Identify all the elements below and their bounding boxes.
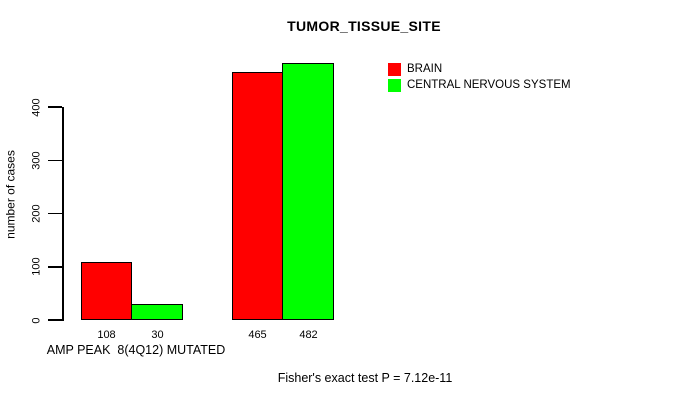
bar (81, 262, 132, 320)
bar-value-label: 30 (151, 329, 164, 341)
bar (281, 63, 334, 320)
y-axis-tick (48, 212, 62, 215)
bar (232, 72, 283, 320)
bar-value-label: 108 (97, 329, 116, 341)
chart-title: TUMOR_TISSUE_SITE (287, 18, 441, 34)
y-axis-line (62, 107, 64, 321)
y-axis-label: number of cases (3, 150, 18, 239)
legend-swatch (388, 63, 401, 76)
legend-swatch (388, 78, 401, 92)
y-axis-tick (48, 159, 62, 161)
y-axis-tick-label: 100 (30, 257, 43, 276)
legend-item: BRAIN (388, 63, 571, 76)
x-axis-group-label: AMP PEAK 8(4Q12) MUTATED (46, 343, 226, 357)
legend: BRAIN CENTRAL NERVOUS SYSTEM (388, 63, 571, 94)
y-axis-tick (48, 319, 62, 321)
y-axis-tick-label: 400 (30, 97, 43, 117)
y-axis-tick (48, 266, 62, 268)
bar-value-label: 465 (248, 329, 267, 341)
legend-item: CENTRAL NERVOUS SYSTEM (388, 78, 571, 92)
y-axis-tick-label: 200 (30, 204, 43, 223)
y-axis-tick-label: 0 (30, 316, 43, 324)
y-axis-tick (48, 106, 62, 108)
y-axis-tick-label: 300 (30, 151, 43, 170)
fisher-test-annotation: Fisher's exact test P = 7.12e-11 (277, 371, 453, 385)
bar (130, 304, 183, 320)
legend-label: CENTRAL NERVOUS SYSTEM (407, 78, 571, 91)
legend-label: BRAIN (407, 63, 443, 75)
bar-value-label: 482 (299, 329, 318, 341)
